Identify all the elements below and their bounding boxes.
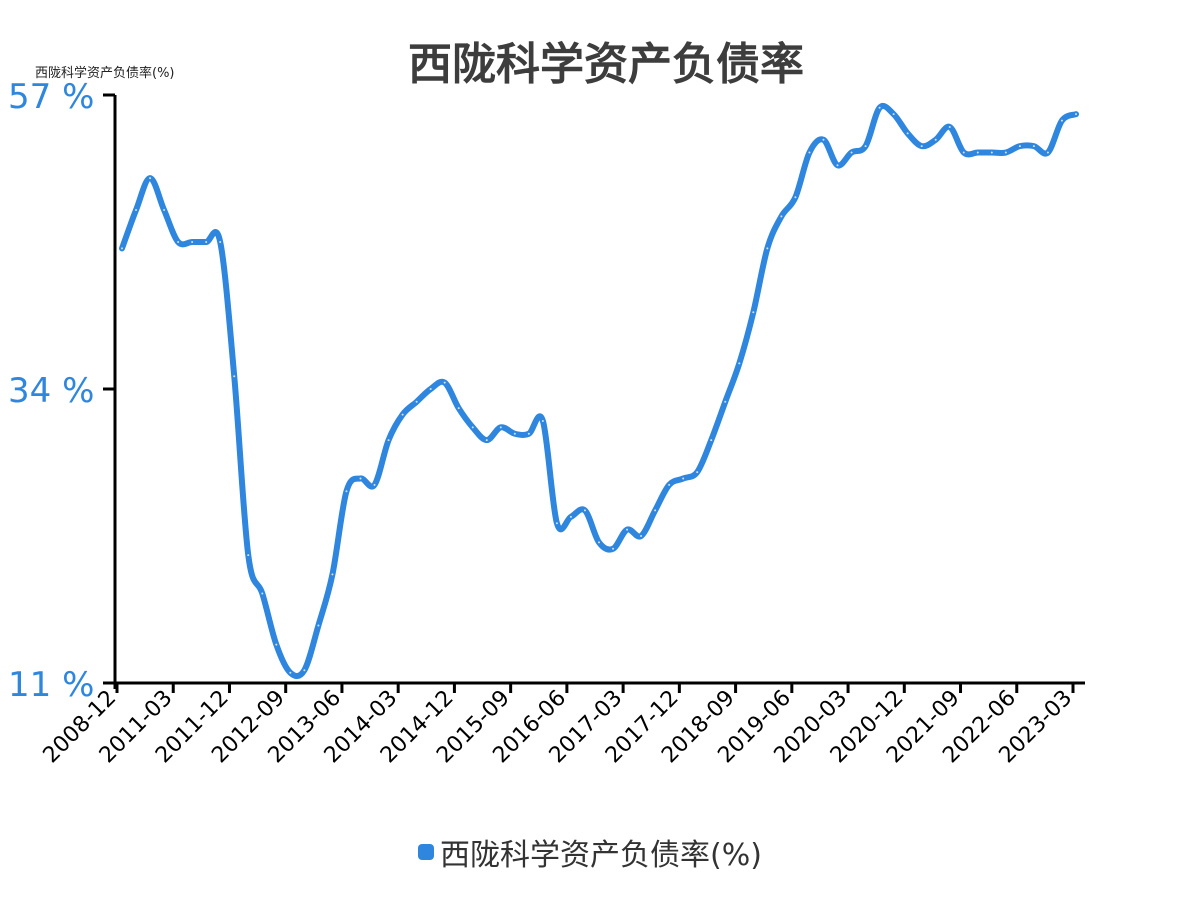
axes <box>113 95 1085 689</box>
series-line <box>119 103 1079 680</box>
data-point <box>149 177 152 180</box>
y-tick-label: 11 % <box>8 665 94 705</box>
data-point <box>878 106 881 109</box>
data-point <box>626 528 629 531</box>
x-ticks: 2008-122011-032011-122012-092013-062014-… <box>39 683 1077 768</box>
data-point <box>121 247 123 250</box>
data-point <box>205 241 208 243</box>
data-point <box>780 215 783 218</box>
data-point <box>513 432 516 435</box>
data-point <box>331 573 334 576</box>
data-point <box>738 362 741 365</box>
data-point <box>317 624 320 627</box>
data-point <box>696 471 699 474</box>
legend[interactable]: 西陇科学资产负债率(%) <box>418 830 762 874</box>
data-point <box>345 490 348 493</box>
data-point <box>724 400 727 403</box>
data-point <box>654 509 657 512</box>
data-point <box>864 145 867 148</box>
data-point <box>541 419 544 422</box>
data-point <box>598 541 600 544</box>
data-point <box>555 522 558 525</box>
data-point <box>920 145 923 148</box>
data-point <box>261 592 264 595</box>
data-point <box>948 125 951 128</box>
y-axis-label: 西陇科学资产负债率(%) <box>35 66 175 81</box>
data-point <box>836 164 839 167</box>
data-point <box>710 439 713 442</box>
data-point <box>1060 119 1063 122</box>
data-point <box>1018 145 1021 148</box>
data-point <box>976 151 979 154</box>
data-point <box>1032 145 1035 148</box>
data-point <box>359 477 362 480</box>
data-point <box>569 515 572 518</box>
data-point <box>822 138 825 141</box>
data-point <box>177 241 180 243</box>
data-point <box>485 439 488 442</box>
data-point <box>373 483 376 486</box>
data-point <box>499 426 502 429</box>
y-tick-label: 34 % <box>8 371 94 411</box>
data-point <box>527 432 530 435</box>
legend-label: 西陇科学资产负债率(%) <box>440 838 762 873</box>
data-point <box>1046 151 1049 154</box>
data-point <box>794 196 797 199</box>
data-point <box>471 426 474 429</box>
data-point <box>163 209 166 212</box>
data-point <box>247 554 250 557</box>
data-point <box>934 138 937 141</box>
data-point <box>401 413 404 416</box>
data-point <box>962 151 965 154</box>
data-point <box>275 643 278 646</box>
data-point <box>850 151 853 154</box>
data-point <box>303 669 306 672</box>
data-point <box>612 547 615 550</box>
data-point <box>415 400 418 403</box>
data-point <box>233 375 236 378</box>
data-point <box>429 388 432 390</box>
data-point <box>990 151 993 154</box>
y-ticks: 11 % 34 % 57 % <box>8 77 115 705</box>
data-point <box>808 151 811 154</box>
data-point <box>457 407 460 410</box>
y-tick-label: 57 % <box>8 77 94 117</box>
series-layer <box>119 103 1079 680</box>
data-point <box>752 311 755 314</box>
data-point <box>668 483 671 486</box>
data-point <box>1075 113 1077 116</box>
data-point <box>387 439 390 442</box>
data-point <box>583 509 586 512</box>
data-point <box>892 113 895 116</box>
data-point <box>640 535 643 537</box>
chart-title: 西陇科学资产负债率 <box>408 39 804 90</box>
data-point <box>682 477 685 480</box>
data-point <box>135 209 138 212</box>
data-point <box>219 241 222 243</box>
data-point <box>191 241 194 243</box>
data-point <box>443 381 446 384</box>
data-point <box>766 247 769 250</box>
legend-swatch <box>418 844 434 860</box>
data-point <box>1004 151 1007 154</box>
data-point <box>906 132 909 135</box>
data-point <box>289 671 292 674</box>
